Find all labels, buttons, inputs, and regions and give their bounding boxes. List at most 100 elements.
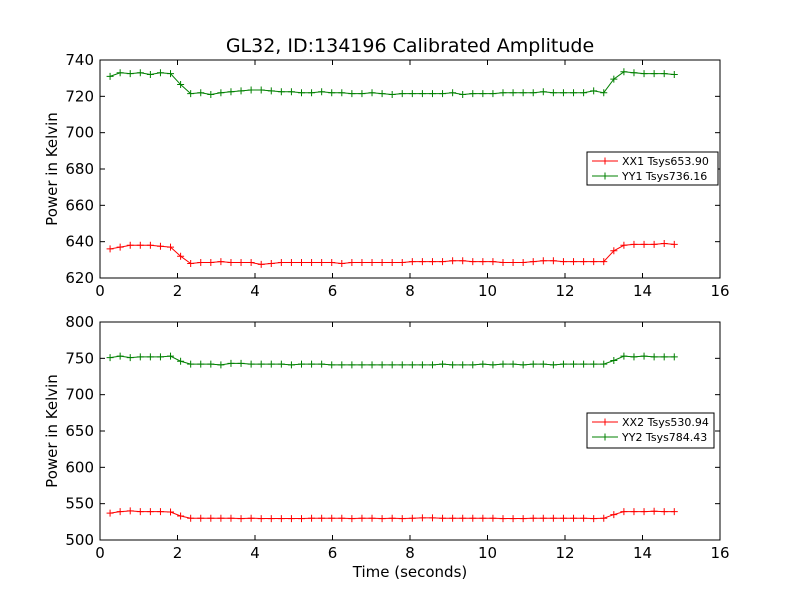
data-point xyxy=(348,515,356,523)
data-point xyxy=(630,508,638,516)
x-tick-label: 14 xyxy=(633,282,652,300)
data-point xyxy=(358,514,366,522)
data-point xyxy=(116,243,124,251)
legend-marker xyxy=(601,418,609,426)
data-point xyxy=(197,360,205,368)
data-point xyxy=(378,361,386,369)
y-tick-label: 620 xyxy=(65,269,94,287)
data-point xyxy=(177,252,185,260)
y-tick-label: 640 xyxy=(65,233,94,251)
data-point xyxy=(650,240,658,248)
data-point xyxy=(318,514,326,522)
data-point xyxy=(287,361,295,369)
x-tick-label: 6 xyxy=(328,282,338,300)
data-point xyxy=(559,89,567,97)
data-point xyxy=(348,259,356,267)
data-point xyxy=(499,89,507,97)
legend-label: YY1 Tsys736.16 xyxy=(621,170,707,183)
data-point xyxy=(287,88,295,96)
data-point xyxy=(308,259,316,267)
data-point xyxy=(469,258,477,266)
data-point xyxy=(559,514,567,522)
y-tick-label: 500 xyxy=(65,531,94,549)
data-point xyxy=(570,514,578,522)
data-point xyxy=(308,89,316,97)
data-point xyxy=(187,259,195,267)
data-point xyxy=(398,361,406,369)
data-point xyxy=(610,357,618,365)
data-point xyxy=(529,514,537,522)
x-tick-label: 0 xyxy=(95,544,105,562)
data-point xyxy=(670,240,678,248)
data-point xyxy=(509,515,517,523)
data-point xyxy=(156,353,164,361)
y-tick-label: 700 xyxy=(65,124,94,142)
x-tick-label: 12 xyxy=(555,544,574,562)
data-point xyxy=(146,508,154,516)
data-point xyxy=(378,515,386,523)
data-point xyxy=(489,514,497,522)
data-point xyxy=(237,359,245,367)
data-point xyxy=(227,88,235,96)
data-point xyxy=(509,259,517,267)
data-point xyxy=(519,515,527,523)
data-point xyxy=(237,259,245,267)
data-point xyxy=(167,243,175,251)
data-point xyxy=(499,515,507,523)
data-point xyxy=(146,353,154,361)
data-point xyxy=(580,89,588,97)
data-point xyxy=(418,514,426,522)
data-point xyxy=(570,258,578,266)
data-point xyxy=(136,353,144,361)
data-point xyxy=(358,90,366,98)
data-point xyxy=(600,89,608,97)
data-point xyxy=(640,508,648,516)
y-tick-label: 600 xyxy=(65,458,94,476)
data-point xyxy=(590,258,598,266)
legend-label: YY2 Tsys784.43 xyxy=(621,431,707,444)
data-point xyxy=(318,259,326,267)
data-point xyxy=(368,89,376,97)
data-point xyxy=(146,241,154,249)
data-point xyxy=(620,241,628,249)
data-point xyxy=(227,259,235,267)
data-point xyxy=(267,87,275,95)
data-point xyxy=(167,508,175,516)
data-point xyxy=(207,514,215,522)
data-point xyxy=(388,514,396,522)
data-point xyxy=(479,360,487,368)
data-point xyxy=(116,352,124,360)
data-point xyxy=(257,86,265,94)
chart-title: GL32, ID:134196 Calibrated Amplitude xyxy=(226,35,594,57)
data-point xyxy=(237,87,245,95)
data-point xyxy=(539,514,547,522)
x-tick-label: 0 xyxy=(95,282,105,300)
data-point xyxy=(519,259,527,267)
data-point xyxy=(439,360,447,368)
data-point xyxy=(439,90,447,98)
legend-label: XX1 Tsys653.90 xyxy=(622,155,709,168)
legend-marker xyxy=(601,172,609,180)
data-point xyxy=(217,514,225,522)
data-point xyxy=(580,258,588,266)
data-point xyxy=(318,360,326,368)
data-point xyxy=(529,360,537,368)
data-point xyxy=(630,69,638,77)
x-tick-label: 4 xyxy=(250,282,260,300)
y-tick-label: 700 xyxy=(65,386,94,404)
x-axis-label: Time (seconds) xyxy=(352,563,468,581)
data-point xyxy=(539,88,547,96)
data-point xyxy=(600,258,608,266)
data-point xyxy=(197,259,205,267)
data-point xyxy=(549,361,557,369)
data-point xyxy=(358,361,366,369)
data-point xyxy=(590,360,598,368)
data-point xyxy=(640,70,648,78)
legend-box xyxy=(586,151,719,186)
data-point xyxy=(298,259,305,267)
y-axis-label: Power in Kelvin xyxy=(43,374,61,488)
data-point xyxy=(428,514,436,522)
data-point xyxy=(580,360,588,368)
data-point xyxy=(358,259,366,267)
